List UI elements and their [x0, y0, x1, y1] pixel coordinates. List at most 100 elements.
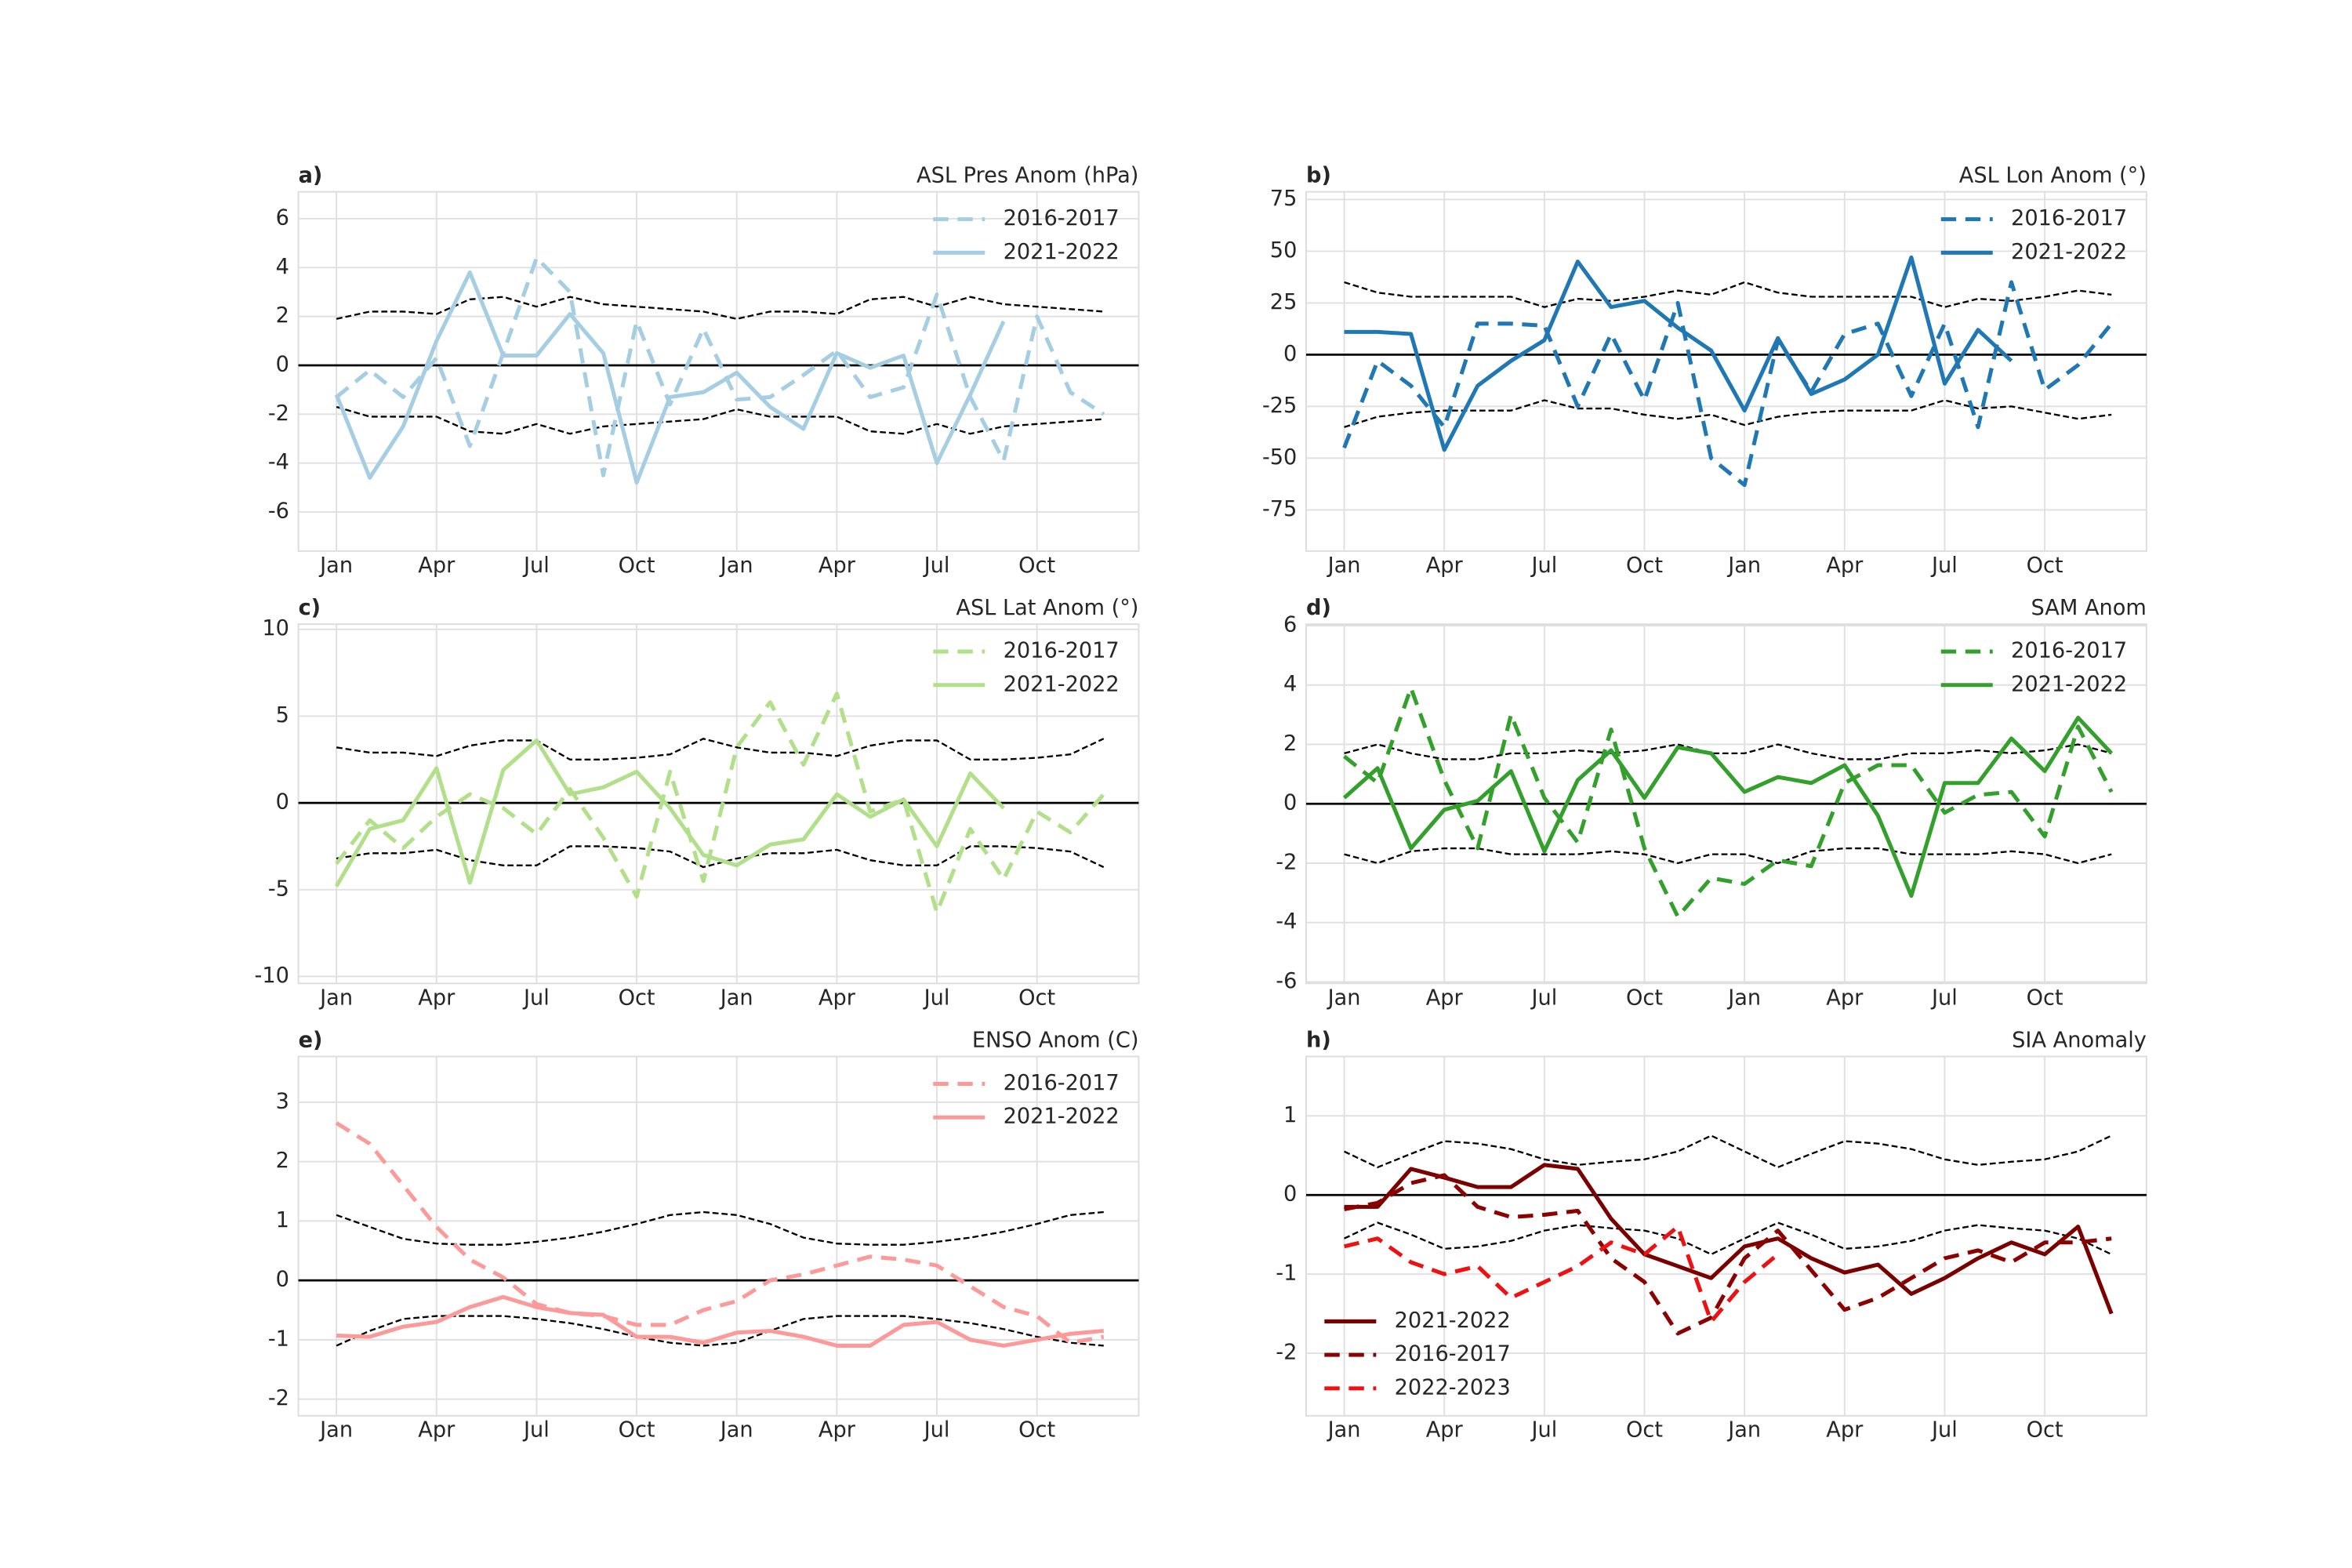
y-tick-label: -75: [1262, 497, 1297, 521]
x-tick-label: Jan: [719, 554, 753, 578]
x-tick-label: Apr: [1426, 985, 1464, 1010]
x-tick-label: Apr: [418, 1418, 456, 1443]
y-tick-label: 4: [276, 255, 289, 279]
panel-title: ASL Lat Anom (°): [956, 596, 1138, 620]
x-tick-label: Jan: [1726, 985, 1761, 1010]
bound-line: [336, 296, 1104, 320]
x-tick-label: Jul: [1530, 554, 1557, 578]
x-tick-label: Oct: [2027, 985, 2063, 1010]
series-line: [1342, 715, 2114, 898]
x-tick-label: Apr: [818, 1418, 856, 1443]
x-tick-label: Oct: [2027, 554, 2063, 578]
y-tick-label: 2: [276, 303, 289, 328]
x-tick-label: Jan: [318, 985, 353, 1010]
panel: -2 -1 0 1 Jan Apr Jul Oct Jan Apr Jul Oct h) SIA Anom…: [1276, 1029, 2147, 1443]
x-tick-label: Apr: [418, 554, 456, 578]
x-tick-label: Jan: [1726, 554, 1761, 578]
series-line: [335, 691, 1105, 915]
x-tick-label: Apr: [1826, 985, 1864, 1010]
legend-label: 2022-2023: [1395, 1375, 1511, 1399]
bound-line: [336, 738, 1105, 760]
y-tick-label: 2: [1283, 731, 1297, 756]
series-line: [1344, 1163, 2114, 1315]
legend-label: 2021-2022: [1395, 1308, 1511, 1333]
x-tick-label: Jan: [1327, 554, 1361, 578]
legend-label: 2016-2017: [1395, 1342, 1511, 1367]
x-tick-label: Jul: [522, 554, 550, 578]
y-tick-label: 25: [1270, 290, 1298, 314]
x-tick-label: Jan: [719, 985, 753, 1010]
series-line: [1344, 255, 2013, 452]
x-tick-label: Jul: [923, 985, 950, 1010]
legend-label: 2021-2022: [1004, 672, 1120, 696]
x-tick-label: Jul: [522, 1418, 550, 1443]
bound-line: [1344, 847, 2112, 865]
y-tick-label: -50: [1262, 445, 1297, 470]
x-tick-label: Jan: [1327, 985, 1361, 1010]
series-line: [336, 1294, 1104, 1348]
series-line: [1342, 686, 2114, 919]
legend-label: 2016-2017: [1004, 639, 1120, 663]
y-tick-label: 0: [276, 352, 289, 376]
x-tick-label: Oct: [1018, 554, 1055, 578]
panel-label: a): [299, 164, 323, 188]
y-tick-label: -2: [268, 401, 289, 426]
y-tick-label: -6: [1276, 969, 1297, 993]
y-tick-label: -4: [1276, 909, 1297, 934]
legend-label: 2016-2017: [2011, 206, 2127, 230]
panel: -10 -5 0 5 10 Jan Apr Jul Oct Jan Apr Jul Oct c) ASL L…: [255, 596, 1140, 1010]
x-tick-label: Oct: [1626, 554, 1663, 578]
y-tick-label: 0: [1283, 791, 1297, 815]
y-tick-label: -6: [268, 499, 289, 524]
y-tick-label: 5: [276, 703, 289, 728]
x-tick-label: Jan: [719, 1418, 753, 1443]
y-tick-label: 6: [276, 205, 289, 230]
bound-line: [336, 405, 1104, 435]
bound-line: [1344, 1134, 2112, 1169]
panel-title: ASL Pres Anom (hPa): [916, 164, 1138, 188]
y-tick-label: -1: [1276, 1261, 1297, 1286]
x-tick-label: Apr: [1826, 1418, 1864, 1443]
x-tick-label: Oct: [619, 1418, 655, 1443]
x-tick-label: Apr: [1426, 554, 1464, 578]
y-tick-label: -5: [268, 877, 289, 901]
x-tick-label: Oct: [619, 985, 655, 1010]
x-tick-label: Apr: [1426, 1418, 1464, 1443]
series-line: [334, 738, 1005, 887]
x-tick-label: Apr: [418, 985, 456, 1010]
x-tick-label: Jul: [923, 1418, 950, 1443]
x-tick-label: Oct: [1626, 985, 1663, 1010]
y-tick-label: -1: [268, 1327, 289, 1351]
x-tick-label: Jan: [318, 554, 353, 578]
panel-title: SAM Anom: [2031, 596, 2147, 620]
panel-title: ASL Lon Anom (°): [1959, 164, 2147, 188]
y-tick-label: -2: [1276, 1341, 1297, 1365]
panel: -6 -4 -2 0 2 4 6 Jan Apr Jul Oct Jan Apr Jul Oct d) SAM …: [1276, 596, 2147, 1010]
y-tick-label: 4: [1283, 672, 1297, 696]
x-tick-label: Oct: [1626, 1418, 1663, 1443]
legend-label: 2016-2017: [1004, 1071, 1120, 1095]
bound-line: [336, 1210, 1104, 1246]
panel: -6 -4 -2 0 2 4 6 Jan Apr Jul Oct Jan Apr Jul Oct a) ASL …: [268, 164, 1140, 578]
series-line: [1343, 1225, 1780, 1324]
x-tick-label: Oct: [2027, 1418, 2063, 1443]
y-tick-label: 10: [262, 616, 289, 641]
x-tick-label: Apr: [1826, 554, 1864, 578]
legend-label: 2021-2022: [1004, 1105, 1120, 1129]
x-tick-label: Jul: [1930, 554, 1958, 578]
legend-label: 2021-2022: [2011, 240, 2127, 264]
panel: -75 -50 -25 0 25 50 75 Jan Apr Jul Oct Jan Apr Jul Oct…: [1262, 164, 2147, 578]
y-tick-label: 0: [276, 790, 289, 815]
x-tick-label: Apr: [818, 554, 856, 578]
y-tick-label: 75: [1270, 187, 1298, 211]
y-tick-label: -10: [255, 964, 289, 988]
y-tick-label: 6: [1283, 613, 1297, 637]
panel-label: b): [1306, 164, 1331, 188]
y-tick-label: 1: [276, 1208, 289, 1232]
y-tick-label: 1: [1283, 1103, 1297, 1127]
x-tick-label: Jul: [1930, 985, 1958, 1010]
x-tick-label: Jan: [1327, 1418, 1361, 1443]
series-line: [1342, 280, 2114, 488]
x-tick-label: Jan: [1726, 1418, 1761, 1443]
y-tick-label: 0: [276, 1268, 289, 1292]
